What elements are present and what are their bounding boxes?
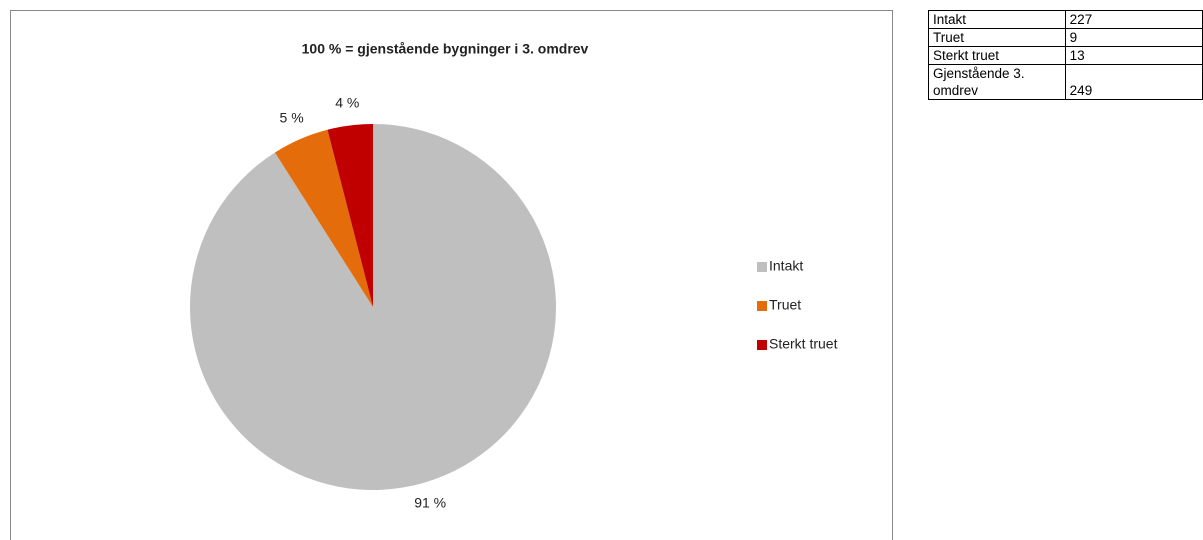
table-row: Intakt 227	[928, 10, 1203, 29]
table-cell: 9	[1064, 28, 1203, 47]
table-row: Truet 9	[928, 28, 1203, 47]
data-label: 91 %	[414, 495, 446, 511]
legend-swatch	[757, 301, 767, 311]
legend-label: Intakt	[769, 258, 803, 274]
chart-title: 100 % = gjenstående bygninger i 3. omdre…	[302, 41, 589, 57]
data-label: 4 %	[335, 94, 359, 110]
table-cell: Intakt	[928, 10, 1066, 29]
legend-swatch	[757, 262, 767, 272]
pie-slice	[327, 124, 373, 307]
legend-label: Truet	[769, 297, 801, 313]
chart: 100 % = gjenstående bygninger i 3. omdre…	[10, 10, 893, 540]
table-cell: 13	[1064, 46, 1203, 65]
table-row: Gjenstående 3. omdrev 249	[928, 64, 1203, 100]
table-cell: 227	[1064, 10, 1203, 29]
table-cell: Truet	[928, 28, 1066, 47]
legend-label: Sterkt truet	[769, 336, 838, 352]
data-label: 5 %	[280, 110, 304, 126]
pie-slice	[274, 129, 373, 307]
table-cell: Gjenstående 3. omdrev	[928, 64, 1066, 100]
table-cell: 249	[1064, 64, 1203, 100]
legend-swatch	[757, 340, 767, 350]
data-table: Intakt 227 Truet 9 Sterkt truet 13 Gjenstående…	[928, 10, 1203, 100]
table-row: Sterkt truet 13	[928, 46, 1203, 65]
table-cell: Sterkt truet	[928, 46, 1066, 65]
